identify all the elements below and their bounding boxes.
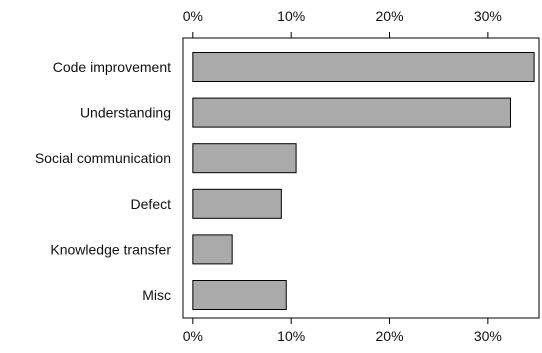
bar xyxy=(192,234,233,265)
top-tick-label: 30% xyxy=(474,8,502,24)
bottom-tick-label: 10% xyxy=(277,328,305,344)
bar xyxy=(192,188,282,219)
bars xyxy=(192,52,535,310)
category-labels: Code improvement Understanding Social comm… xyxy=(35,59,171,303)
category-label: Code improvement xyxy=(53,59,171,75)
bottom-tick-label: 0% xyxy=(183,328,203,344)
top-tick-label: 0% xyxy=(183,8,203,24)
plot-frame xyxy=(182,37,540,319)
top-tick-label: 10% xyxy=(277,8,305,24)
bar xyxy=(192,143,297,174)
category-label: Knowledge transfer xyxy=(50,241,171,257)
top-tick-label: 20% xyxy=(376,8,404,24)
bar xyxy=(192,52,535,82)
bottom-axis: 0% 10% 20% 30% xyxy=(183,318,502,344)
category-label: Defect xyxy=(131,196,172,212)
bar xyxy=(192,97,511,128)
category-label: Misc xyxy=(142,287,171,303)
category-label: Understanding xyxy=(80,105,171,121)
bar xyxy=(192,280,287,310)
bottom-tick-label: 20% xyxy=(376,328,404,344)
bottom-tick-label: 30% xyxy=(474,328,502,344)
category-label: Social communication xyxy=(35,150,171,166)
top-axis: 0% 10% 20% 30% xyxy=(183,8,502,38)
